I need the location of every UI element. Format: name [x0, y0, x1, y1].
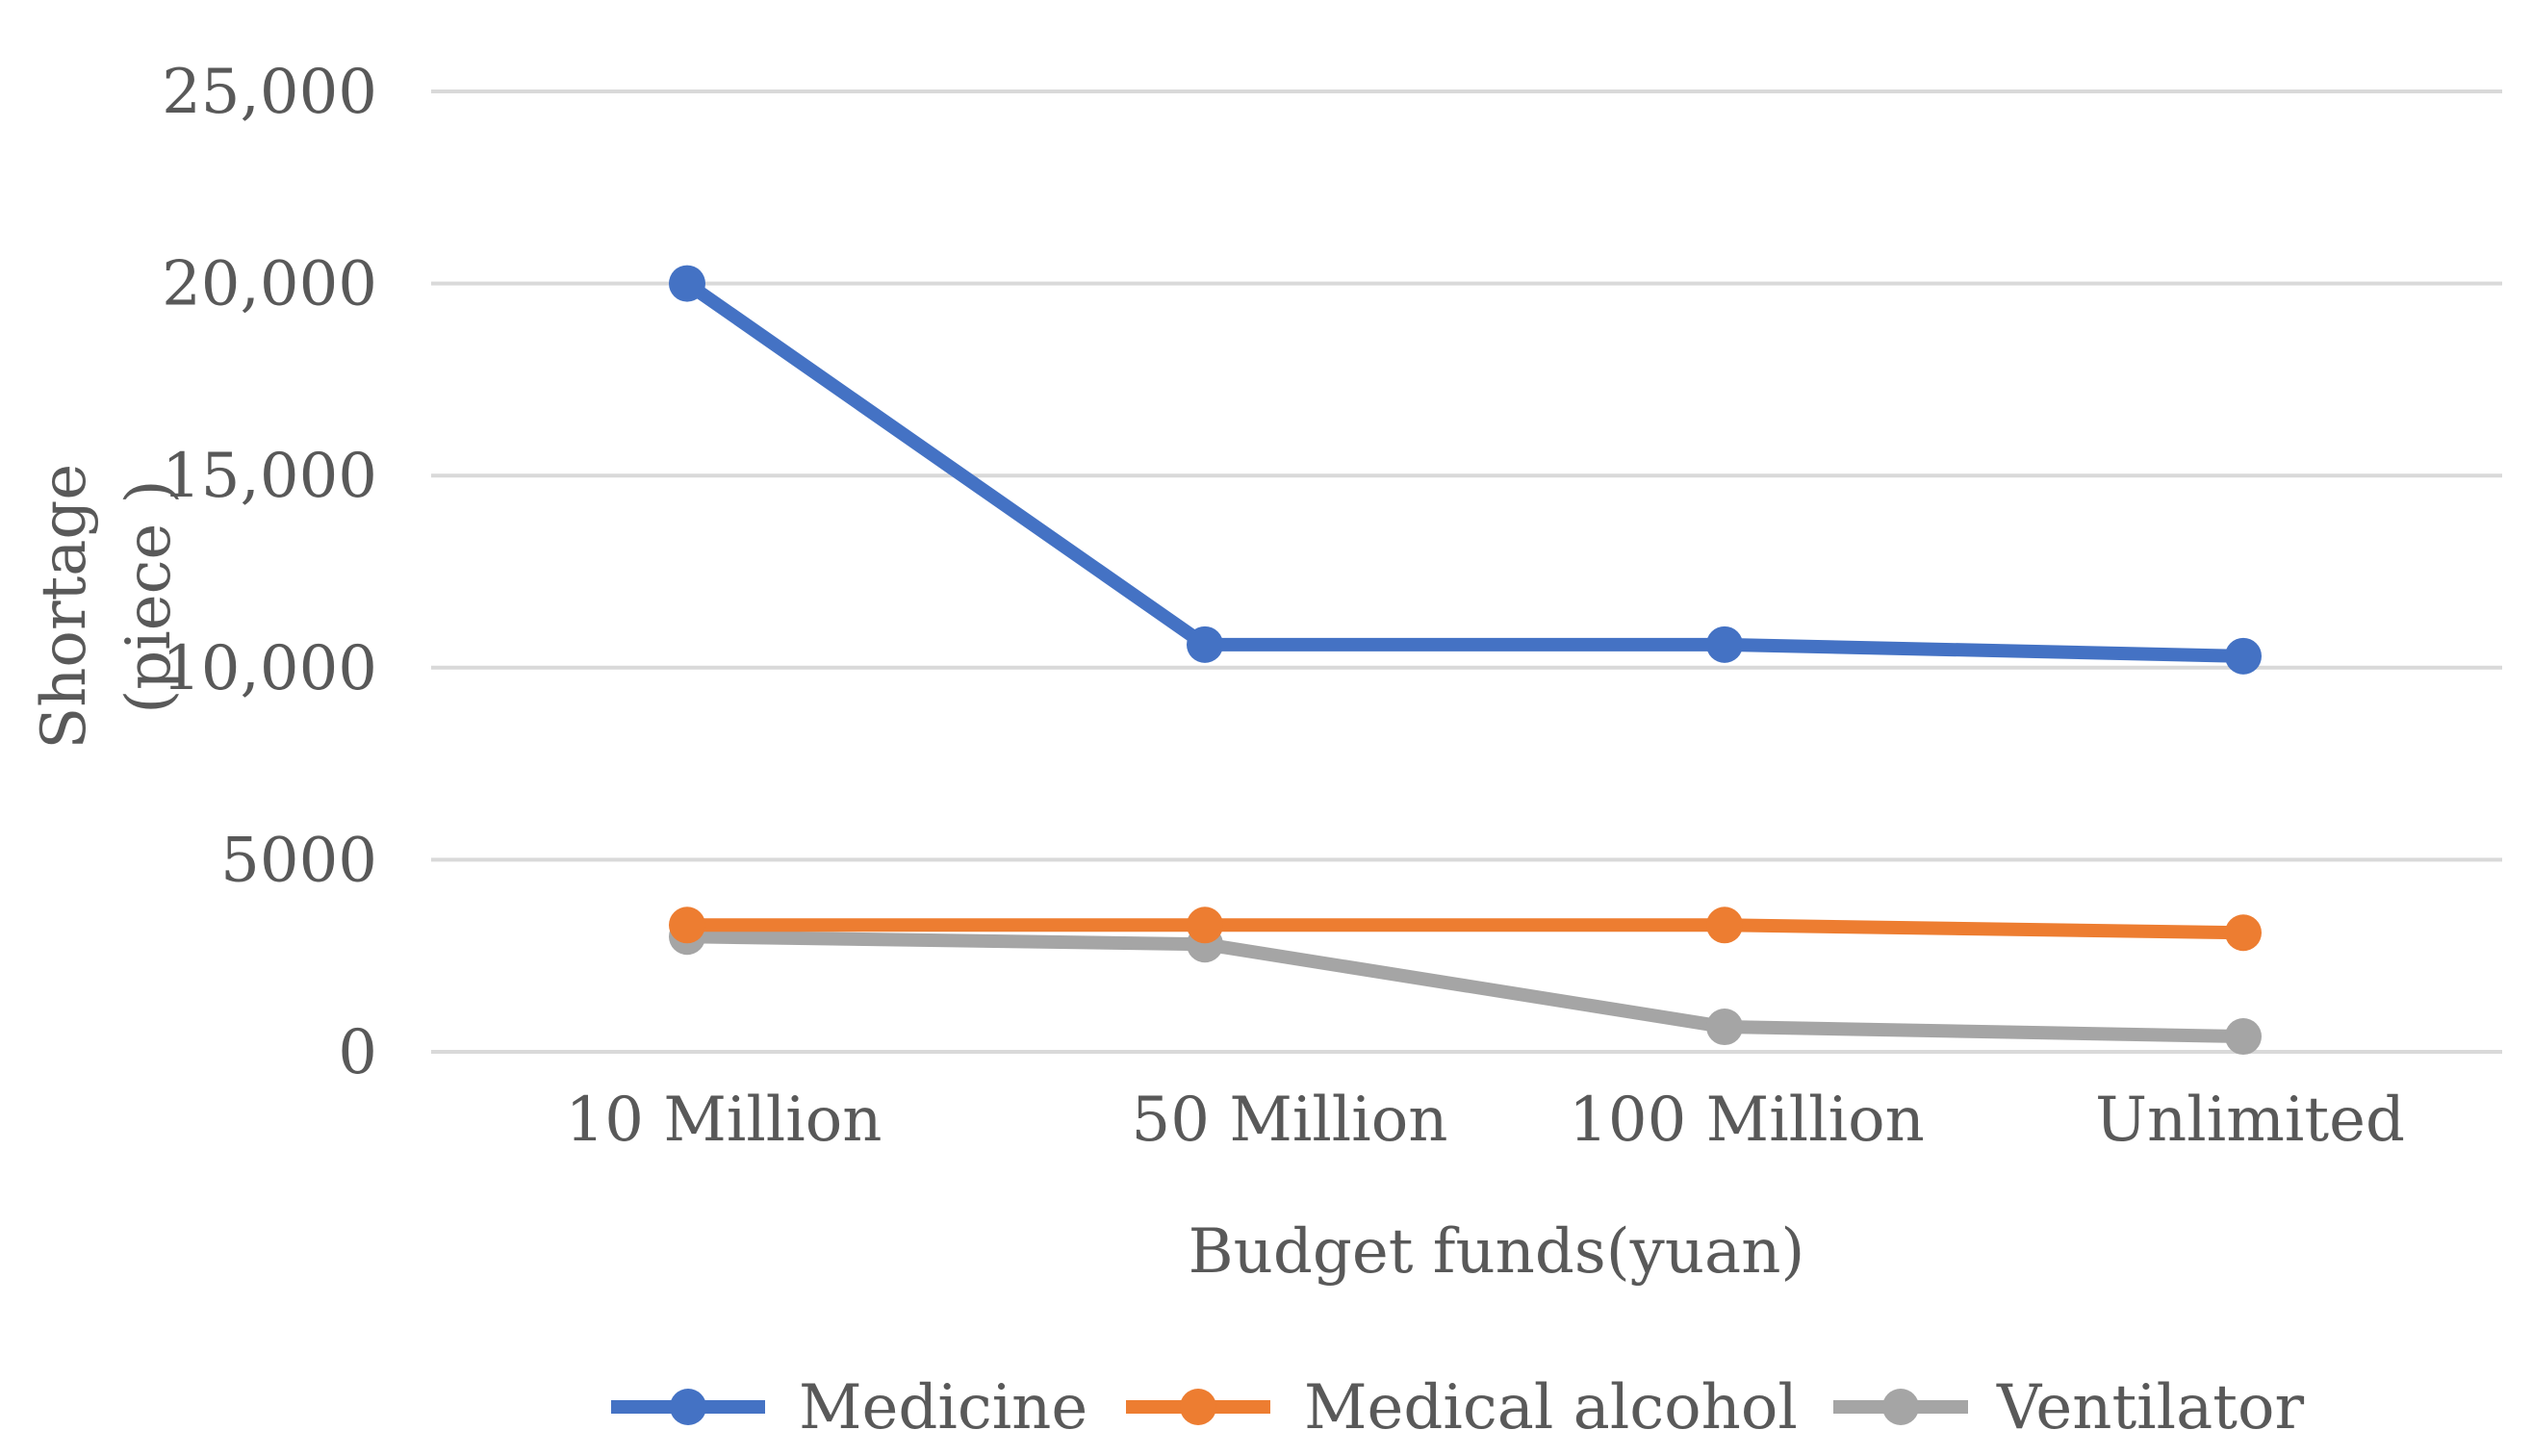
legend-swatch-marker	[670, 1389, 706, 1425]
legend-label: Medical alcohol	[1304, 1372, 1798, 1443]
data-point	[2225, 914, 2262, 952]
y-tick-label: 10,000	[162, 633, 377, 704]
x-tick-label: 100 Million	[1569, 1085, 1925, 1156]
legend-swatch-marker	[1882, 1389, 1919, 1425]
data-point	[2225, 637, 2262, 675]
legend-label: Ventilator	[1996, 1372, 2305, 1443]
y-tick-label: 5000	[220, 825, 377, 896]
y-tick-label: 25,000	[162, 57, 377, 128]
y-axis-ticks: 0 5000 10,000 15,000 20,000 25,000	[162, 57, 377, 1088]
series-layer	[669, 265, 2262, 1056]
series-medicine	[669, 265, 2262, 675]
y-tick-label: 15,000	[162, 441, 377, 512]
legend-label: Medicine	[799, 1372, 1087, 1443]
x-tick-label: Unlimited	[2095, 1085, 2405, 1156]
legend-swatch-marker	[1180, 1389, 1216, 1425]
x-tick-label: 10 Million	[566, 1085, 882, 1156]
y-axis-title-line-2: (piece )	[114, 479, 185, 713]
series-ventilator	[669, 918, 2262, 1056]
y-tick-label: 0	[338, 1017, 377, 1088]
y-axis-title-line-1: Shortage	[29, 464, 100, 750]
series-line	[680, 918, 2250, 940]
data-point	[669, 265, 705, 302]
legend-item: Ventilator	[1833, 1372, 2305, 1443]
legend-item: Medical alcohol	[1126, 1372, 1798, 1443]
y-axis-title: Shortage (piece )	[29, 444, 185, 749]
series-line	[680, 276, 2250, 663]
data-point	[669, 907, 705, 944]
data-point	[2225, 1018, 2262, 1056]
data-point	[1706, 907, 1743, 944]
x-tick-label: 50 Million	[1132, 1085, 1448, 1156]
series-medical-alcohol	[669, 907, 2262, 952]
legend-item: Medicine	[611, 1372, 1087, 1443]
series-line	[680, 930, 2250, 1044]
legend: Medicine Medical alcohol Ventilator	[611, 1372, 2305, 1443]
data-point	[1706, 1009, 1743, 1046]
y-tick-label: 20,000	[162, 249, 377, 320]
x-axis-title: Budget funds(yuan)	[1189, 1216, 1805, 1288]
gridlines	[431, 89, 2502, 1054]
data-point	[1187, 907, 1223, 944]
data-point	[1187, 626, 1223, 663]
x-axis-ticks: 10 Million 50 Million 100 Million Unlimited	[566, 1085, 2405, 1156]
data-point	[1706, 626, 1743, 663]
